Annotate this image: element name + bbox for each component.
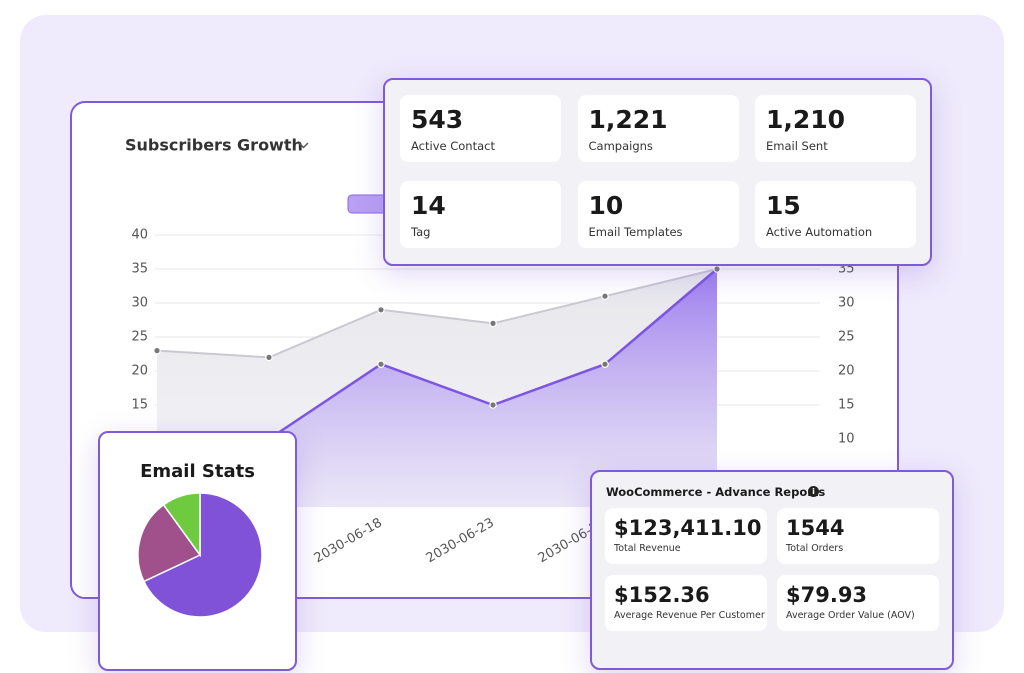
stat-label: Active Contact (411, 139, 495, 153)
y-tick-label: 40 (131, 228, 148, 243)
data-point (265, 353, 273, 362)
info-icon[interactable]: i (808, 486, 819, 497)
report-card: $152.36 Average Revenue Per Customer (605, 575, 767, 631)
report-card: 1544 Total Orders (777, 508, 939, 564)
pie-slice (142, 492, 263, 618)
report-label: Average Revenue Per Customer (614, 610, 765, 621)
stat-card: 1,210 Email Sent (755, 95, 916, 162)
y-tick-label: 15 (131, 398, 148, 413)
stat-card: 15 Active Automation (755, 181, 916, 248)
y2-tick-label: 20 (838, 364, 855, 379)
data-point (153, 346, 161, 355)
woocommerce-panel: WooCommerce - Advance Reports i $123,411… (590, 470, 954, 670)
report-value: $79.93 (786, 583, 868, 607)
panel-title: WooCommerce - Advance Reports (606, 485, 826, 499)
report-label: Total Orders (786, 543, 844, 554)
series-area (269, 269, 717, 507)
data-point (489, 401, 497, 409)
data-point (377, 305, 385, 314)
stat-value: 15 (766, 191, 801, 220)
stat-value: 10 (588, 191, 624, 220)
y2-tick-label: 10 (838, 432, 855, 447)
data-point (601, 360, 609, 369)
stat-value: 543 (411, 105, 464, 134)
y2-tick-label: 15 (838, 398, 855, 413)
stat-card: 14 Tag (400, 181, 561, 248)
report-card: $79.93 Average Order Value (AOV) (777, 575, 939, 631)
y2-tick-label: 30 (838, 296, 855, 311)
legend-swatch (347, 194, 387, 214)
chart-title: Subscribers Growth (125, 136, 303, 155)
data-point (377, 360, 385, 369)
stat-label: Campaigns (588, 139, 653, 153)
pie-slice (137, 503, 202, 583)
stat-card: 543 Active Contact (400, 95, 561, 162)
page: Subscribers Growth 15 20 25 30 35 40 10 15 20 25 3… (20, 15, 1004, 671)
stat-label: Tag (411, 225, 431, 239)
card-title: Email Stats (140, 461, 255, 482)
report-value: $123,411.10 (614, 516, 762, 540)
stat-label: Email Templates (588, 225, 683, 239)
stat-value: 1,210 (766, 105, 846, 134)
data-point (489, 319, 497, 328)
y-tick-label: 35 (131, 262, 148, 277)
data-point (713, 265, 721, 273)
stats-panel: 543 Active Contact 1,221 Campaigns 1,210 Emai… (383, 78, 932, 266)
y-tick-label: 20 (131, 364, 148, 379)
stat-value: 14 (411, 191, 446, 220)
stat-label: Active Automation (766, 225, 873, 239)
pie-chart (137, 492, 263, 618)
report-card: $123,411.10 Total Revenue (605, 508, 767, 564)
stat-label: Email Sent (766, 139, 828, 153)
y-tick-label: 25 (131, 330, 148, 345)
report-value: 1544 (786, 516, 845, 540)
stat-card: 1,221 Campaigns (577, 95, 739, 162)
stat-card: 10 Email Templates (577, 181, 739, 248)
series-line (156, 268, 718, 359)
y-tick-label: 30 (131, 296, 148, 311)
report-value: $152.36 (614, 583, 710, 607)
y2-tick-label: 25 (838, 330, 855, 345)
stat-value: 1,221 (588, 105, 668, 134)
report-label: Total Revenue (614, 543, 681, 554)
pie-slice (162, 492, 201, 558)
dropdown-chevron[interactable] (298, 142, 309, 149)
email-stats-card: Email Stats (98, 431, 297, 671)
data-point (601, 292, 609, 301)
report-label: Average Order Value (AOV) (786, 610, 915, 621)
